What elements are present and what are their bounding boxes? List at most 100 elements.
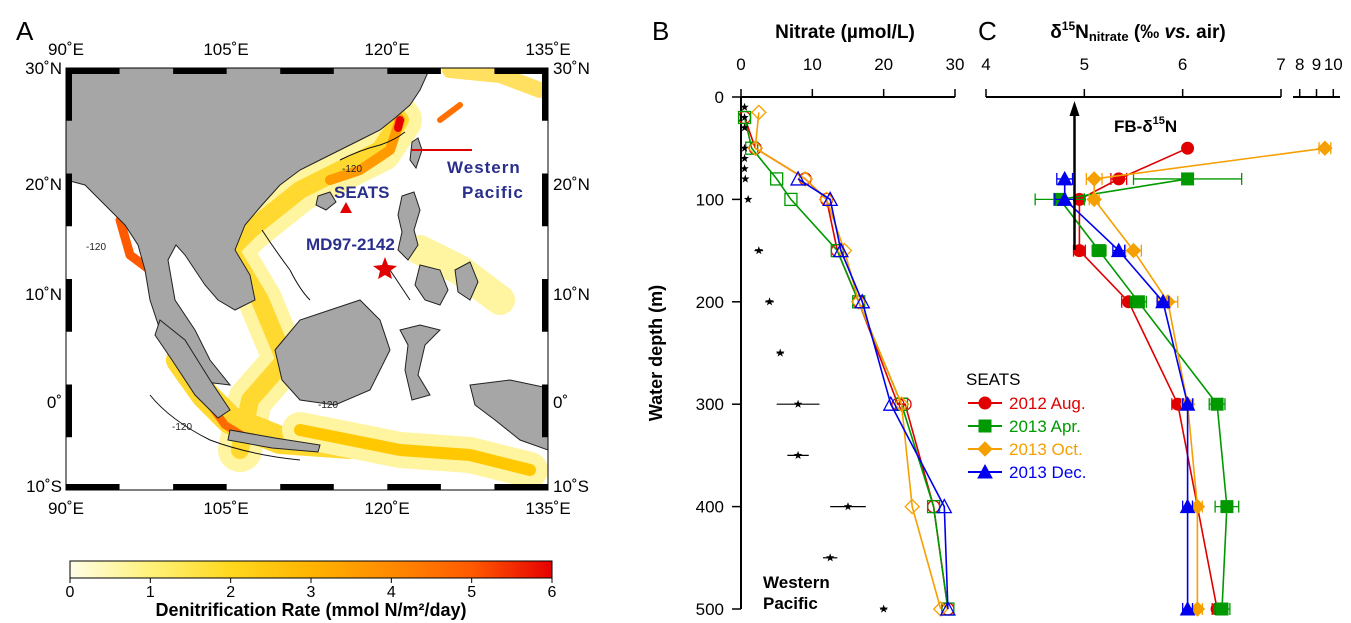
panel-b-series-marker: [750, 104, 767, 121]
map-left-lat-label: 0˚: [47, 393, 62, 412]
wp-marker: [776, 348, 785, 357]
map-right-lat-label: 0˚: [553, 393, 568, 412]
map-border-segment: [494, 484, 548, 490]
sumatra: [154, 319, 231, 419]
wp-marker: [793, 450, 803, 459]
colorbar-tick-label: 0: [66, 584, 75, 601]
map-bottom-lon-label: 90˚E: [48, 499, 84, 518]
map-border-segment: [542, 173, 548, 227]
legend-label: 2013 Apr.: [1009, 417, 1081, 436]
legend-title: SEATS: [966, 370, 1020, 389]
asian-mainland: [66, 68, 431, 386]
map-border-segment: [173, 484, 227, 490]
map-left-lat-labels: 30˚N 20˚N 10˚N 0˚ 10˚S: [25, 59, 62, 496]
panel-b-series-marker: [854, 293, 871, 309]
panel-c-series-marker: [1179, 396, 1196, 411]
panel-c-series-marker: [1155, 293, 1171, 309]
colorbar-title: Denitrification Rate (mmol N/m²/day): [155, 600, 466, 620]
map-right-lat-label: 10˚S: [553, 477, 589, 496]
panel-c-xtick-label: 6: [1178, 55, 1187, 74]
map-bottom-lon-label: 135˚E: [525, 499, 570, 518]
panel-c-axes: 4 5 6 7 8 9 10: [981, 55, 1343, 98]
panel-c-series-marker: [1215, 602, 1229, 616]
western-label-line1: Western: [447, 158, 521, 177]
java: [227, 429, 321, 453]
panel-b-series-marker: [822, 191, 839, 207]
panel-b-xtick-label: 10: [803, 55, 822, 74]
panel-b-series-marker: [882, 395, 899, 411]
map-border-segment: [542, 68, 548, 121]
panel-c-title: δ15Nnitrate (‰ vs. air): [1050, 19, 1226, 44]
wp-marker: [793, 399, 803, 408]
panel-c-series-marker: [1131, 295, 1145, 309]
legend-label: 2013 Oct.: [1009, 440, 1083, 459]
map-right-lat-label: 30˚N: [553, 59, 590, 78]
panel-b-series-marker: [770, 172, 784, 186]
panel-b-ytick-label: 100: [696, 190, 724, 209]
map-top-lon-label: 90˚E: [48, 40, 84, 59]
panel-c-xtick-label: 7: [1276, 55, 1285, 74]
panel-b-ytick-label: 300: [696, 395, 724, 414]
map-border-segment: [66, 173, 72, 227]
map-left-lat-label: 10˚N: [25, 285, 62, 304]
panel-c-series-marker: [1317, 140, 1333, 156]
panel-b-series-marker: [936, 498, 953, 514]
contour-label-4: -120: [172, 422, 192, 433]
map-checker-border: [66, 68, 548, 490]
panel-c-series-marker: [1086, 171, 1102, 187]
panel-letter-b: B: [652, 16, 669, 46]
colorbar-tick-label: 1: [146, 584, 155, 601]
panel-c-series-marker: [1056, 191, 1073, 206]
panel-b-xtick-label: 0: [736, 55, 745, 74]
wp-marker: [740, 113, 749, 122]
fb-arrow-head: [1069, 101, 1080, 116]
d15n-profile-chart: δ15Nnitrate (‰ vs. air) 4 5 6 7 8 9 10 FB-δ15N…: [966, 19, 1343, 617]
map-border-segment: [387, 484, 441, 490]
panel-c-series-marker: [1181, 141, 1195, 155]
panel-c-series-marker: [1179, 498, 1196, 514]
colorbar: [69, 560, 553, 579]
map-border-segment: [542, 384, 548, 438]
panel-b-ytick-label: 400: [696, 498, 724, 517]
colorbar-tick-label: 6: [548, 584, 557, 601]
luzon: [397, 191, 421, 261]
nitrate-profile-chart: Nitrate (µmol/L) Water depth (m) 0 10 20 30…: [646, 22, 964, 619]
panel-c-xtick-label: 4: [981, 55, 990, 74]
new-guinea: [469, 379, 548, 451]
wp-marker: [740, 153, 749, 163]
panel-b-series-marker: [784, 192, 798, 207]
map-top-lon-label: 105˚E: [203, 40, 248, 59]
colorbar-tick-label: 3: [307, 584, 316, 601]
denitrification-map: -120 -120 -120 -120 SEATS MD97-2142 West…: [25, 40, 590, 620]
map-border-segment: [66, 279, 72, 332]
map-border-segment: [280, 484, 334, 490]
panel-c-series-marker: [1181, 172, 1195, 186]
fb-d15n-annotation: [1069, 101, 1080, 250]
panel-b-series-marker: [818, 191, 835, 208]
map-border-segment: [66, 68, 72, 121]
panel-b-ylabel: Water depth (m): [646, 285, 666, 421]
hainan: [315, 191, 337, 211]
seats-legend: SEATS 2012 Aug. 2013 Apr. 2013 Oct. 2013 De…: [966, 370, 1087, 482]
legend-marker: [978, 419, 992, 433]
panel-b-series-marker: [832, 242, 849, 258]
panel-b-series-marker: [939, 600, 956, 616]
fb-d15n-label: FB-δ15N: [1114, 115, 1177, 136]
panel-b-ytick-label: 0: [715, 88, 724, 107]
panel-c-series-marker: [1110, 242, 1127, 258]
map-bottom-lon-labels: 90˚E 105˚E 120˚E 135˚E: [48, 499, 571, 518]
panel-letter-c: C: [978, 16, 997, 46]
panel-b-wp-label-line2: Pacific: [763, 594, 818, 613]
contour-label-1: -120: [342, 164, 362, 175]
legend-label: 2012 Aug.: [1009, 394, 1086, 413]
map-border-segment: [66, 484, 120, 490]
map-right-lat-label: 10˚N: [553, 285, 590, 304]
panel-c-series-marker: [1056, 170, 1073, 186]
wp-marker: [740, 143, 749, 152]
wp-marker: [825, 553, 835, 562]
panel-c-xtick-label: 5: [1080, 55, 1089, 74]
map-bottom-lon-label: 105˚E: [203, 499, 248, 518]
western-pacific-profile: [740, 102, 888, 613]
western-label-line2: Pacific: [462, 183, 524, 202]
